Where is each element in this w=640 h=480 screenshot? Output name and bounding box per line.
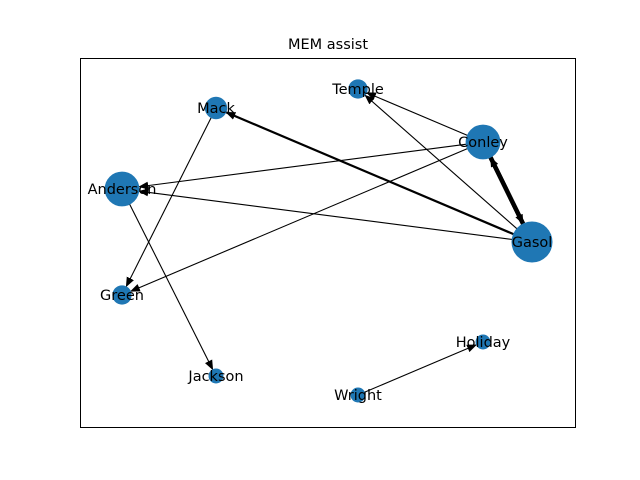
chart-title: MEM assist: [288, 37, 368, 53]
node-label-green: Green: [100, 288, 144, 304]
node-label-wright: Wright: [334, 388, 382, 404]
node-holiday: [475, 334, 491, 350]
node-anderson: [104, 171, 140, 207]
node-conley: [465, 124, 501, 160]
node-temple: [348, 79, 368, 99]
plot-frame: [80, 58, 576, 428]
edge-mack-to-green: [125, 116, 212, 288]
node-label-holiday: Holiday: [456, 335, 511, 351]
node-wright: [350, 387, 366, 403]
node-label-temple: Temple: [331, 82, 384, 98]
nodes-layer: [104, 79, 553, 403]
edges-layer: [125, 92, 526, 393]
node-gasol: [511, 221, 553, 263]
node-label-conley: Conley: [458, 135, 508, 151]
node-label-gasol: Gasol: [512, 235, 553, 251]
node-green: [112, 285, 132, 305]
edge-conley-to-green: [129, 147, 469, 292]
node-mack: [204, 96, 228, 120]
node-label-anderson: Anderson: [88, 182, 157, 198]
labels-layer: Mack Temple Conley Anderson Gasol Green Holida…: [88, 82, 553, 404]
edge-conley-to-anderson: [138, 143, 468, 190]
edge-gasol-to-conley: [488, 156, 526, 227]
edge-gasol-to-anderson: [138, 188, 514, 241]
node-label-mack: Mack: [197, 101, 235, 117]
edge-conley-to-temple: [365, 92, 469, 137]
node-jackson: [208, 368, 224, 384]
edge-wright-to-holiday: [363, 344, 478, 393]
edge-gasol-to-temple: [364, 94, 519, 231]
edge-anderson-to-jackson: [128, 202, 214, 371]
node-label-jackson: Jackson: [187, 369, 243, 385]
edge-gasol-to-mack: [225, 111, 516, 236]
